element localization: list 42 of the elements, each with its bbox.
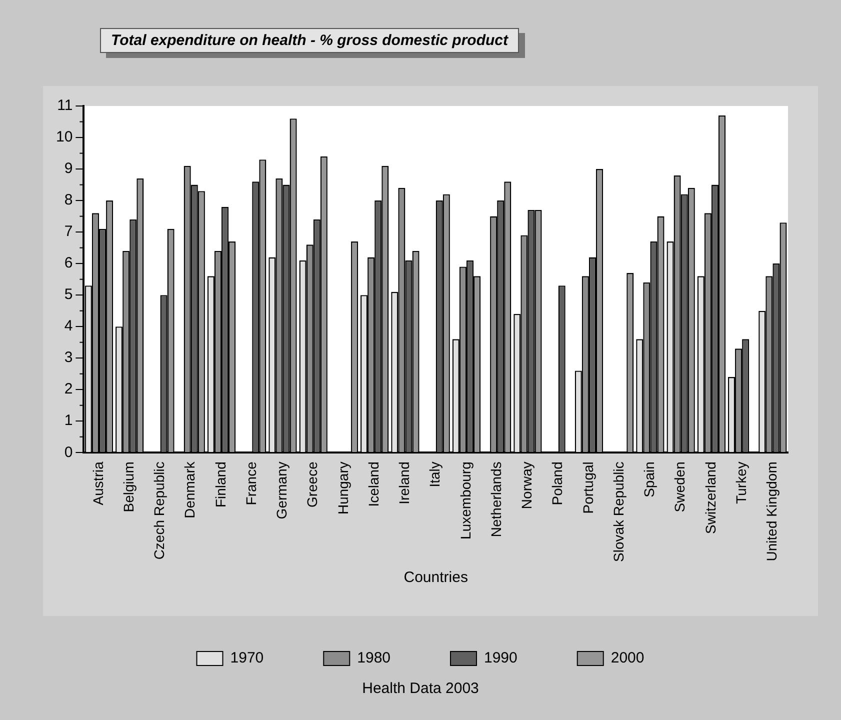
x-tick-label: Greece: [304, 461, 320, 508]
x-tick-label: Portugal: [580, 462, 596, 514]
y-tick-label: 9: [64, 160, 73, 178]
y-tick-label: 0: [64, 444, 73, 461]
x-tick-label: United Kingdom: [764, 462, 780, 562]
x-tick-label: Switzerland: [702, 462, 718, 534]
y-tick-label: 8: [64, 192, 73, 209]
x-tick-label: Belgium: [120, 462, 136, 512]
y-tick-label: 4: [64, 318, 73, 335]
x-tick-label: Slovak Republic: [610, 462, 626, 562]
legend-label: 1980: [357, 650, 391, 667]
x-tick-label: Austria: [90, 461, 106, 506]
y-tick-label: 3: [64, 349, 73, 366]
x-tick-label: Finland: [212, 462, 228, 508]
y-tick-label: 2: [64, 380, 73, 398]
x-tick-label: Czech Republic: [151, 462, 168, 560]
legend-label: 2000: [610, 650, 644, 667]
x-tick-label: Denmark: [182, 460, 198, 518]
y-tick-label: 1: [64, 412, 73, 430]
x-axis-title: Countries: [404, 569, 468, 586]
x-tick-label: Italy: [426, 462, 443, 488]
x-tick-label: Turkey: [732, 462, 749, 504]
x-tick-label: France: [242, 461, 259, 506]
x-tick-label: Netherlands: [488, 462, 504, 538]
y-tick-label: 5: [64, 286, 73, 304]
x-tick-label: Germany: [274, 462, 290, 520]
y-tick-label: 10: [56, 128, 73, 146]
text: Health Data 2003: [361, 680, 480, 697]
chart-title: Total expenditure on health - % gross domestic product: [100, 28, 519, 53]
y-tick-label: 6: [64, 254, 73, 272]
x-tick-label: Iceland: [365, 462, 382, 507]
x-tick-label: Spain: [641, 462, 658, 498]
x-tick-label: Luxembourg: [457, 462, 474, 540]
y-tick-label: 11: [57, 97, 73, 114]
x-tick-label: Norway: [518, 462, 535, 510]
legend-label: 1990: [484, 650, 518, 667]
x-tick-label: Ireland: [396, 462, 412, 504]
x-tick-label: Hungary: [334, 462, 351, 515]
y-tick-label: 7: [64, 223, 73, 240]
legend-label: 1970: [230, 650, 264, 667]
x-tick-label: Sweden: [672, 462, 688, 512]
x-tick-label: Poland: [549, 462, 566, 506]
